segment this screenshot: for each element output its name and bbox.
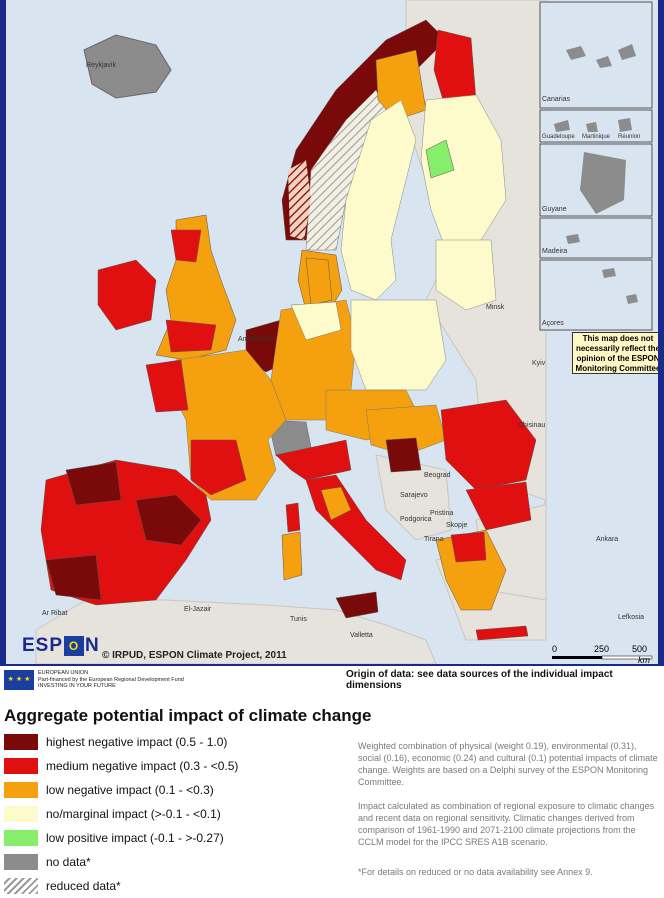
place-label-chisinau: Chisinau [518, 422, 546, 429]
region-finland-green [425, 139, 455, 179]
description-paragraph-1: Weighted combination of physical (weight… [358, 741, 658, 787]
place-label-ar-ribat: Ar Ribat [42, 610, 68, 617]
inset-label-madeira: Madeira [542, 248, 568, 255]
place-label-lefkosia: Lefkosia [618, 614, 645, 621]
region-romania [440, 399, 537, 491]
place-label-podgorica: Podgorica [400, 516, 432, 523]
copyright-text: © IRPUD, ESPON Climate Project, 2011 [102, 650, 287, 661]
region-france-red-south [190, 439, 247, 496]
legend-swatch [4, 854, 38, 870]
region-britain-south-red [165, 319, 217, 353]
place-label-tirana: Tirana [424, 536, 444, 543]
region-sicily [335, 591, 379, 619]
place-label-valletta: Valletta [350, 632, 373, 639]
scale-bar [552, 655, 653, 660]
region-italy-north [275, 439, 352, 481]
region-baltics [435, 239, 497, 311]
region-greece [435, 529, 507, 611]
inset-acores [539, 259, 653, 331]
eu-funding-note: ★ ★ ★ EUROPEAN UNION Part-financed by th… [4, 670, 184, 690]
region-germany-north-yellow [290, 301, 342, 341]
region-crete [475, 625, 529, 641]
place-label-pristina: Pristina [430, 510, 454, 517]
map-canvas [35, 0, 653, 664]
legend-item-low-positive: low positive impact (-0.1 - >-0.27) [4, 826, 238, 850]
inset-label-guyane: Guyane [542, 206, 567, 213]
region-norway-orange [375, 49, 427, 121]
disclaimer-notice: This map does not necessarily reflect th… [572, 332, 658, 374]
inset-label-acores: Açores [542, 320, 564, 327]
place-label-kyiv: Kyiv [532, 360, 546, 367]
legend-item-marginal: no/marginal impact (>-0.1 - <0.1) [4, 802, 238, 826]
inset-caribbean [539, 109, 653, 143]
place-label-sarajevo: Sarajevo [400, 492, 428, 499]
data-origin-note: Origin of data: see data sources of the … [346, 669, 613, 691]
inset-canarias [539, 1, 653, 109]
legend-swatch [4, 758, 38, 774]
place-label-beograd: Beograd [424, 472, 451, 479]
region-denmark [305, 257, 333, 306]
inset-guyane [539, 143, 653, 217]
region-poland [350, 299, 447, 391]
region-sweden [340, 99, 417, 301]
description-paragraph-2: Impact calculated as combination of regi… [358, 801, 655, 847]
region-iberia-dark-2 [135, 494, 202, 546]
region-iberia-dark-3 [45, 554, 102, 601]
inset-label-martinique: Martinique [582, 134, 611, 140]
region-britain-red [170, 229, 202, 263]
place-label-amsterdam: Amsterdam [238, 336, 274, 343]
region-bulgaria [465, 481, 532, 531]
inset-label-reunion: Réunion [618, 134, 641, 140]
region-hungary [365, 404, 447, 456]
region-ireland [97, 259, 157, 331]
map-title: Aggregate potential impact of climate ch… [4, 706, 372, 725]
place-label-ankara: Ankara [596, 536, 619, 543]
place-label-tunis: Tunis [290, 616, 307, 623]
region-france-red-west [145, 359, 189, 413]
place-label-minsk: Minsk [486, 304, 505, 311]
legend-swatch [4, 830, 38, 846]
legend: highest negative impact (0.5 - 1.0) medi… [4, 730, 238, 898]
place-label-reykjavik: Reykjavik [86, 62, 116, 69]
region-iberia-dark-1 [65, 461, 122, 506]
description-footnote: *For details on reduced or no data avail… [358, 867, 593, 877]
legend-item-highest-negative: highest negative impact (0.5 - 1.0) [4, 730, 238, 754]
region-norway-hatched-red [288, 160, 311, 240]
inset-madeira [539, 217, 653, 259]
legend-swatch [4, 734, 38, 750]
europe-map[interactable]: Canarias Guadeloupe Martinique Réunion G… [6, 0, 658, 664]
legend-item-low-negative: low negative impact (0.1 - <0.3) [4, 778, 238, 802]
place-label-skopje: Skopje [446, 522, 468, 529]
legend-swatch-hatched [4, 878, 38, 894]
region-corsica [285, 502, 301, 533]
scale-labels: 0 250 500 km [552, 644, 650, 664]
region-sardinia [281, 531, 303, 581]
eu-flag-icon: ★ ★ ★ [4, 670, 34, 690]
espon-logo: ESP O N [22, 635, 100, 656]
region-balkan-dark [385, 437, 422, 473]
legend-item-reduced-data: reduced data* [4, 874, 238, 898]
legend-swatch [4, 806, 38, 822]
map-frame: Canarias Guadeloupe Martinique Réunion G… [0, 0, 664, 666]
region-italy-orange [320, 486, 352, 521]
place-label-el-jazair: El-Jazair [184, 606, 212, 613]
legend-item-medium-negative: medium negative impact (0.3 - <0.5) [4, 754, 238, 778]
legend-swatch [4, 782, 38, 798]
legend-item-no-data: no data* [4, 850, 238, 874]
non-espon-land-balkans [375, 454, 452, 541]
region-iceland [83, 34, 172, 99]
region-greece-red [450, 531, 487, 563]
inset-label-canarias: Canarias [542, 96, 571, 103]
inset-label-guadeloupe: Guadeloupe [542, 134, 575, 140]
espon-logo-o: O [64, 636, 85, 656]
